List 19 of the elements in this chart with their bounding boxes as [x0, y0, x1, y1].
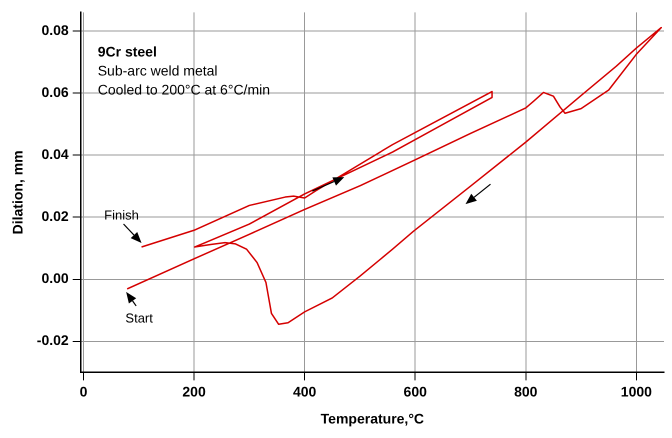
annotation: Sub-arc weld metal — [98, 62, 218, 78]
x-axis-title: Temperature,°C — [320, 410, 424, 426]
annotation: Cooled to 200°C at 6°C/min — [98, 81, 270, 98]
y-tick-label: -0.02 — [36, 332, 69, 348]
x-tick-label: 800 — [514, 384, 538, 400]
x-tick-label: 400 — [292, 384, 317, 400]
x-tick-label: 0 — [80, 384, 88, 400]
annotation: 9Cr steel — [98, 43, 157, 60]
annotation: Finish — [104, 208, 139, 223]
y-tick-label: 0.06 — [41, 84, 69, 100]
y-tick-label: 0.02 — [41, 208, 69, 224]
y-tick-label: 0.08 — [41, 22, 69, 38]
x-tick-label: 200 — [182, 384, 206, 400]
y-axis-title: Dilation, mm — [9, 150, 26, 234]
x-tick-label: 1000 — [620, 384, 652, 400]
y-tick-label: 0.04 — [41, 146, 69, 162]
y-tick-label: 0.00 — [41, 270, 69, 286]
x-tick-label: 600 — [404, 384, 428, 400]
annotation: Start — [125, 310, 154, 326]
